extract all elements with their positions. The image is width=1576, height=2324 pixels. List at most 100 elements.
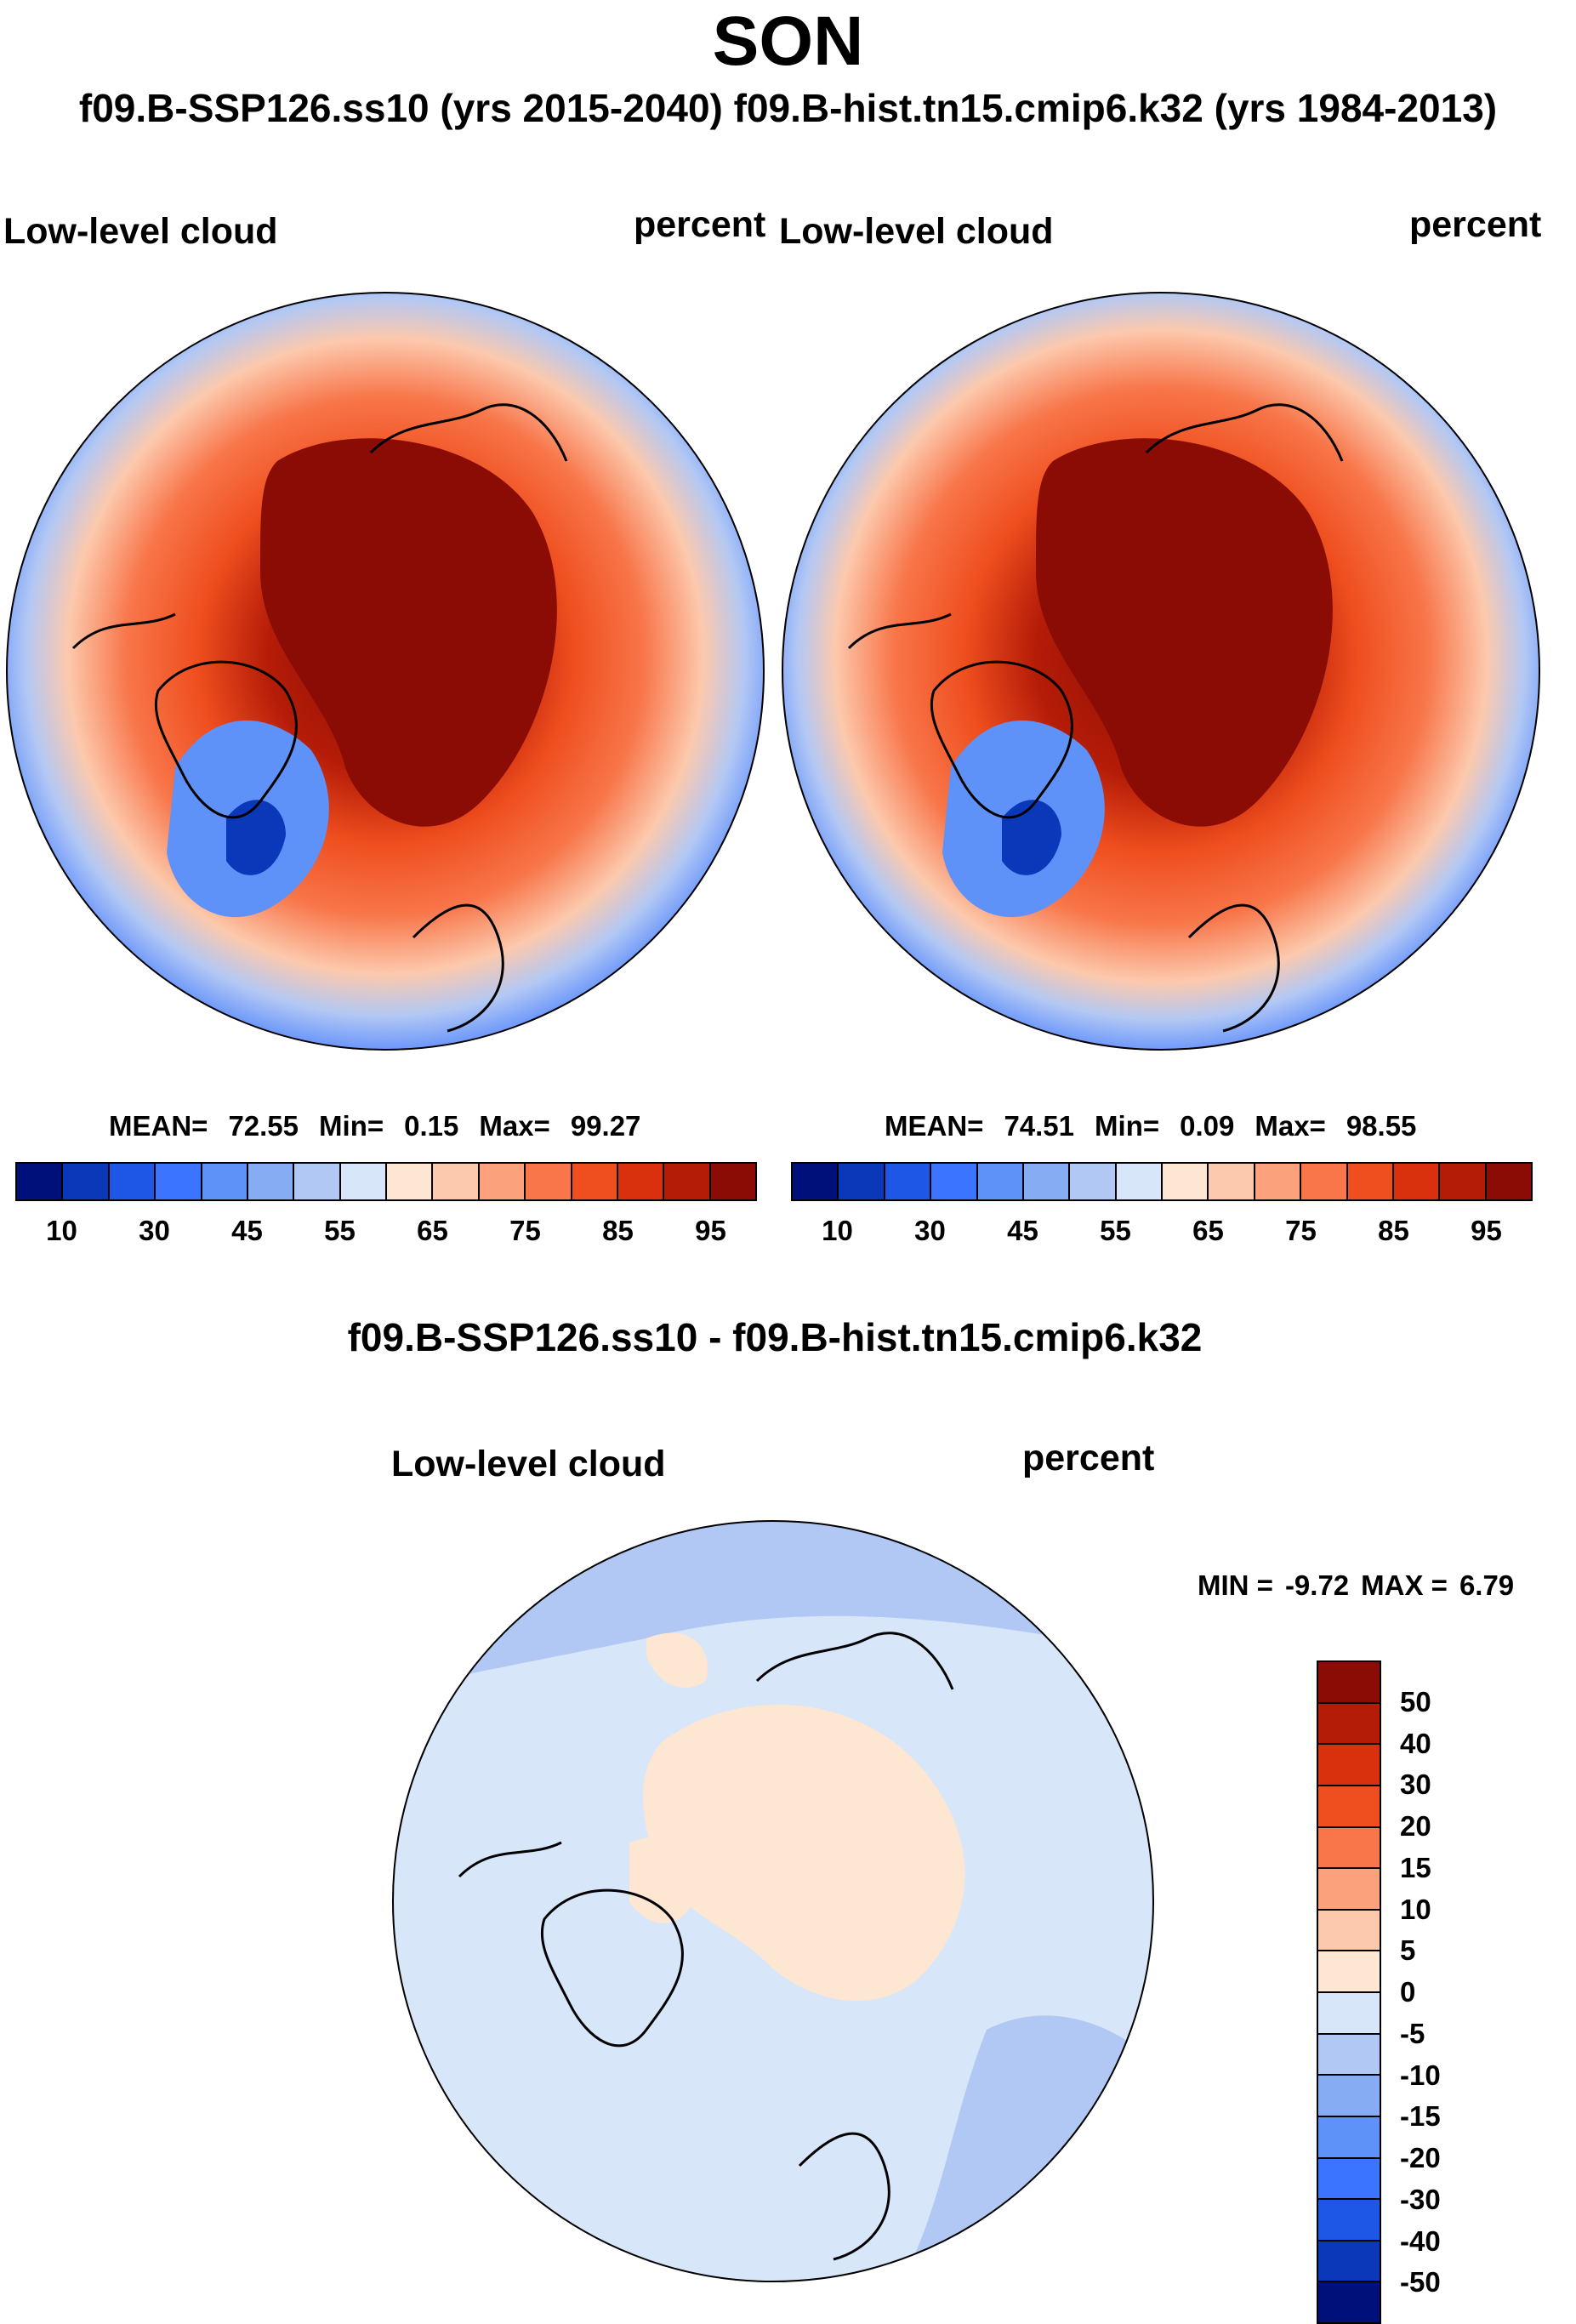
- difference-title: f09.B-SSP126.ss10 - f09.B-hist.tn15.cmip…: [347, 1315, 1203, 1359]
- diff-colorbar-cell: [1318, 2116, 1380, 2159]
- right-colorbar-cell: [1255, 1164, 1302, 1199]
- diff-colorbar-cell: [1318, 2076, 1380, 2117]
- diff-min-value: -9.72: [1284, 1569, 1350, 1601]
- left-colorbar-tick-label: 75: [509, 1215, 541, 1246]
- left-stats: MEAN= 72.55 Min= 0.15 Max= 99.27: [109, 1110, 641, 1142]
- right-colorbar-cell: [1486, 1164, 1531, 1199]
- left-colorbar-cell: [479, 1164, 526, 1199]
- left-colorbar-cell: [526, 1164, 572, 1199]
- right-colorbar-cell: [1347, 1164, 1394, 1199]
- right-colorbar-cell: [1023, 1164, 1071, 1199]
- left-polar-map: [6, 292, 765, 1051]
- diff-colorbar-tick-label: 5: [1400, 1934, 1416, 1967]
- left-colorbar-cell: [63, 1164, 110, 1199]
- left-colorbar-cell: [156, 1164, 202, 1199]
- diff-colorbar-cell: [1318, 2034, 1380, 2076]
- left-map-border: [6, 292, 765, 1051]
- right-max-value: 98.55: [1346, 1110, 1417, 1142]
- diff-colorbar-tick-label: 20: [1400, 1810, 1431, 1842]
- right-colorbar-cell: [1301, 1164, 1348, 1199]
- experiments-subtitle: f09.B-SSP126.ss10 (yrs 2015-2040) f09.B-…: [78, 86, 1498, 130]
- left-colorbar-cell: [294, 1164, 341, 1199]
- right-colorbar-tick-label: 95: [1471, 1215, 1502, 1246]
- left-colorbar-cell: [109, 1164, 156, 1199]
- diff-colorbar: [1317, 1660, 1381, 2324]
- diff-colorbar-tick-label: -5: [1400, 2017, 1425, 2049]
- left-arctic-max-region: [260, 438, 557, 827]
- right-colorbar-cell: [885, 1164, 932, 1199]
- left-colorbar-cell: [572, 1164, 618, 1199]
- right-colorbar: [791, 1162, 1533, 1201]
- diff-colorbar-cell: [1318, 1662, 1380, 1704]
- diff-colorbar-cell: [1318, 1786, 1380, 1828]
- left-colorbar-tick-label: 65: [417, 1215, 448, 1246]
- right-stats: MEAN= 74.51 Min= 0.09 Max= 98.55: [885, 1110, 1417, 1142]
- right-coastlines: [847, 403, 1344, 1033]
- diff-colorbar-tick-label: -10: [1400, 2059, 1441, 2091]
- diff-colorbar-tick-label: 40: [1400, 1727, 1431, 1759]
- diff-map-border: [392, 1520, 1154, 2282]
- right-colorbar-cell: [1440, 1164, 1487, 1199]
- right-colorbar-tick-label: 10: [822, 1215, 853, 1246]
- left-colorbar: [15, 1162, 757, 1201]
- diff-positive-region: [643, 1704, 965, 2002]
- left-colorbar-cell: [664, 1164, 711, 1199]
- diff-max-value: 6.79: [1459, 1569, 1515, 1601]
- right-colorbar-cell: [1163, 1164, 1209, 1199]
- right-colorbar-tick-label: 65: [1192, 1215, 1224, 1246]
- left-coastlines: [71, 403, 568, 1033]
- diff-coastlines: [458, 1632, 954, 2261]
- diff-colorbar-tick-label: 10: [1400, 1893, 1431, 1925]
- right-units-label: percent: [1409, 204, 1542, 245]
- right-colorbar-cell: [839, 1164, 885, 1199]
- diff-colorbar-cell: [1318, 1869, 1380, 1911]
- right-colorbar-cell: [931, 1164, 978, 1199]
- left-colorbar-cell: [710, 1164, 755, 1199]
- diff-colorbar-tick-label: -20: [1400, 2142, 1441, 2173]
- diff-colorbar-tick-label: -15: [1400, 2100, 1441, 2133]
- diff-colorbar-tick-label: 0: [1400, 1976, 1416, 2008]
- diff-colorbar-tick-label: -50: [1400, 2266, 1441, 2298]
- right-colorbar-cell: [1209, 1164, 1255, 1199]
- left-colorbar-cell: [387, 1164, 434, 1199]
- right-min-value: 0.09: [1180, 1110, 1235, 1142]
- diff-colorbar-cell: [1318, 1951, 1380, 1993]
- left-colorbar-cell: [433, 1164, 480, 1199]
- diff-colorbar-cell: [1318, 1827, 1380, 1870]
- left-colorbar-cell: [617, 1164, 665, 1199]
- diff-colorbar-tick-label: 15: [1400, 1851, 1431, 1883]
- right-colorbar-cell: [1070, 1164, 1117, 1199]
- left-variable-label: Low-level cloud: [3, 211, 278, 252]
- right-colorbar-cell: [1116, 1164, 1163, 1199]
- right-colorbar-tick-label: 85: [1378, 1215, 1409, 1246]
- left-colorbar-tick-label: 95: [695, 1215, 726, 1246]
- diff-stats: MIN = -9.72 MAX = 6.79: [1198, 1569, 1515, 1601]
- diff-colorbar-tick-label: -40: [1400, 2224, 1441, 2257]
- left-colorbar-tick-label: 30: [139, 1215, 170, 1246]
- left-colorbar-cell: [247, 1164, 295, 1199]
- difference-polar-map: [392, 1520, 1154, 2282]
- diff-colorbar-cell: [1318, 1745, 1380, 1786]
- diff-colorbar-cell: [1318, 2200, 1380, 2241]
- left-colorbar-tick-label: 55: [324, 1215, 356, 1246]
- diff-colorbar-tick-label: 30: [1400, 1769, 1431, 1801]
- diff-colorbar-cell: [1318, 1993, 1380, 2035]
- diff-units-label: percent: [1022, 1438, 1155, 1478]
- left-min-value: 0.15: [404, 1110, 459, 1142]
- right-colorbar-cell: [793, 1164, 839, 1199]
- right-polar-map: [782, 292, 1540, 1051]
- left-units-label: percent: [634, 204, 766, 245]
- diff-colorbar-cell: [1318, 2282, 1380, 2322]
- right-map-border: [782, 292, 1540, 1051]
- diff-colorbar-tick-label: -30: [1400, 2183, 1441, 2215]
- left-colorbar-cell: [340, 1164, 387, 1199]
- diff-colorbar-cell: [1318, 1703, 1380, 1746]
- diff-colorbar-cell: [1318, 2158, 1380, 2201]
- right-colorbar-tick-label: 55: [1100, 1215, 1131, 1246]
- right-colorbar-tick-label: 45: [1007, 1215, 1038, 1246]
- season-title: SON: [712, 3, 864, 80]
- right-colorbar-tick-label: 75: [1285, 1215, 1317, 1246]
- left-colorbar-tick-label: 85: [602, 1215, 634, 1246]
- left-colorbar-tick-label: 10: [46, 1215, 77, 1246]
- left-colorbar-cell: [17, 1164, 64, 1199]
